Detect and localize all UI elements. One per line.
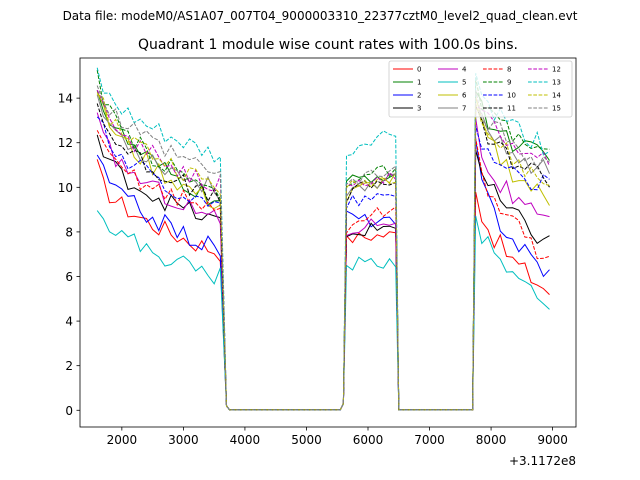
x-tick-label: 7000	[414, 433, 445, 447]
x-tick-label: 9000	[537, 433, 568, 447]
plot-frame	[79, 57, 577, 428]
suptitle: Data file: modeM0/AS1A07_007T04_90000033…	[63, 9, 578, 23]
legend-label-8: 8	[507, 66, 511, 74]
legend-frame	[388, 60, 573, 118]
chart-title: Quadrant 1 module wise count rates with …	[138, 37, 518, 53]
y-axis: 0 2 4 6 8 10 12 14	[58, 92, 80, 418]
legend-label-10: 10	[507, 92, 516, 100]
series-lines	[96, 67, 550, 411]
series-line-14	[96, 94, 550, 411]
x-offset-label: +3.1172e8	[509, 454, 576, 468]
series-line-12	[96, 89, 550, 411]
legend-label-9: 9	[507, 79, 511, 87]
legend-label-3: 3	[417, 105, 421, 113]
legend-label-2: 2	[417, 92, 421, 100]
legend-label-7: 7	[462, 105, 466, 113]
legend-label-0: 0	[417, 66, 421, 74]
legend-label-13: 13	[552, 79, 561, 87]
y-tick-label: 4	[65, 315, 73, 329]
legend-label-1: 1	[417, 79, 421, 87]
x-tick-label: 8000	[476, 433, 507, 447]
y-tick-label: 0	[65, 404, 73, 418]
legend-label-5: 5	[462, 79, 466, 87]
y-tick-label: 10	[58, 181, 73, 195]
x-tick-label: 2000	[107, 433, 138, 447]
x-tick-label: 5000	[291, 433, 322, 447]
x-tick-label: 4000	[230, 433, 261, 447]
y-tick-label: 8	[65, 225, 73, 239]
y-tick-label: 14	[58, 92, 73, 106]
legend-label-12: 12	[552, 66, 561, 74]
legend-label-6: 6	[462, 92, 467, 100]
plot-area	[80, 58, 576, 427]
y-tick-label: 12	[58, 136, 73, 150]
legend-label-14: 14	[552, 92, 561, 100]
x-tick-label: 6000	[353, 433, 384, 447]
x-tick-label: 3000	[168, 433, 199, 447]
y-tick-label: 2	[65, 359, 73, 373]
legend-label-11: 11	[507, 105, 516, 113]
legend-label-15: 15	[552, 105, 561, 113]
x-axis: 2000 3000 4000 5000 6000 7000 8000 9000	[107, 427, 568, 447]
y-tick-label: 6	[65, 270, 73, 284]
legend-label-4: 4	[462, 66, 467, 74]
series-line-15	[96, 85, 550, 411]
